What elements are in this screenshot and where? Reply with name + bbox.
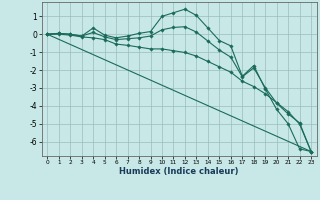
X-axis label: Humidex (Indice chaleur): Humidex (Indice chaleur) [119,167,239,176]
